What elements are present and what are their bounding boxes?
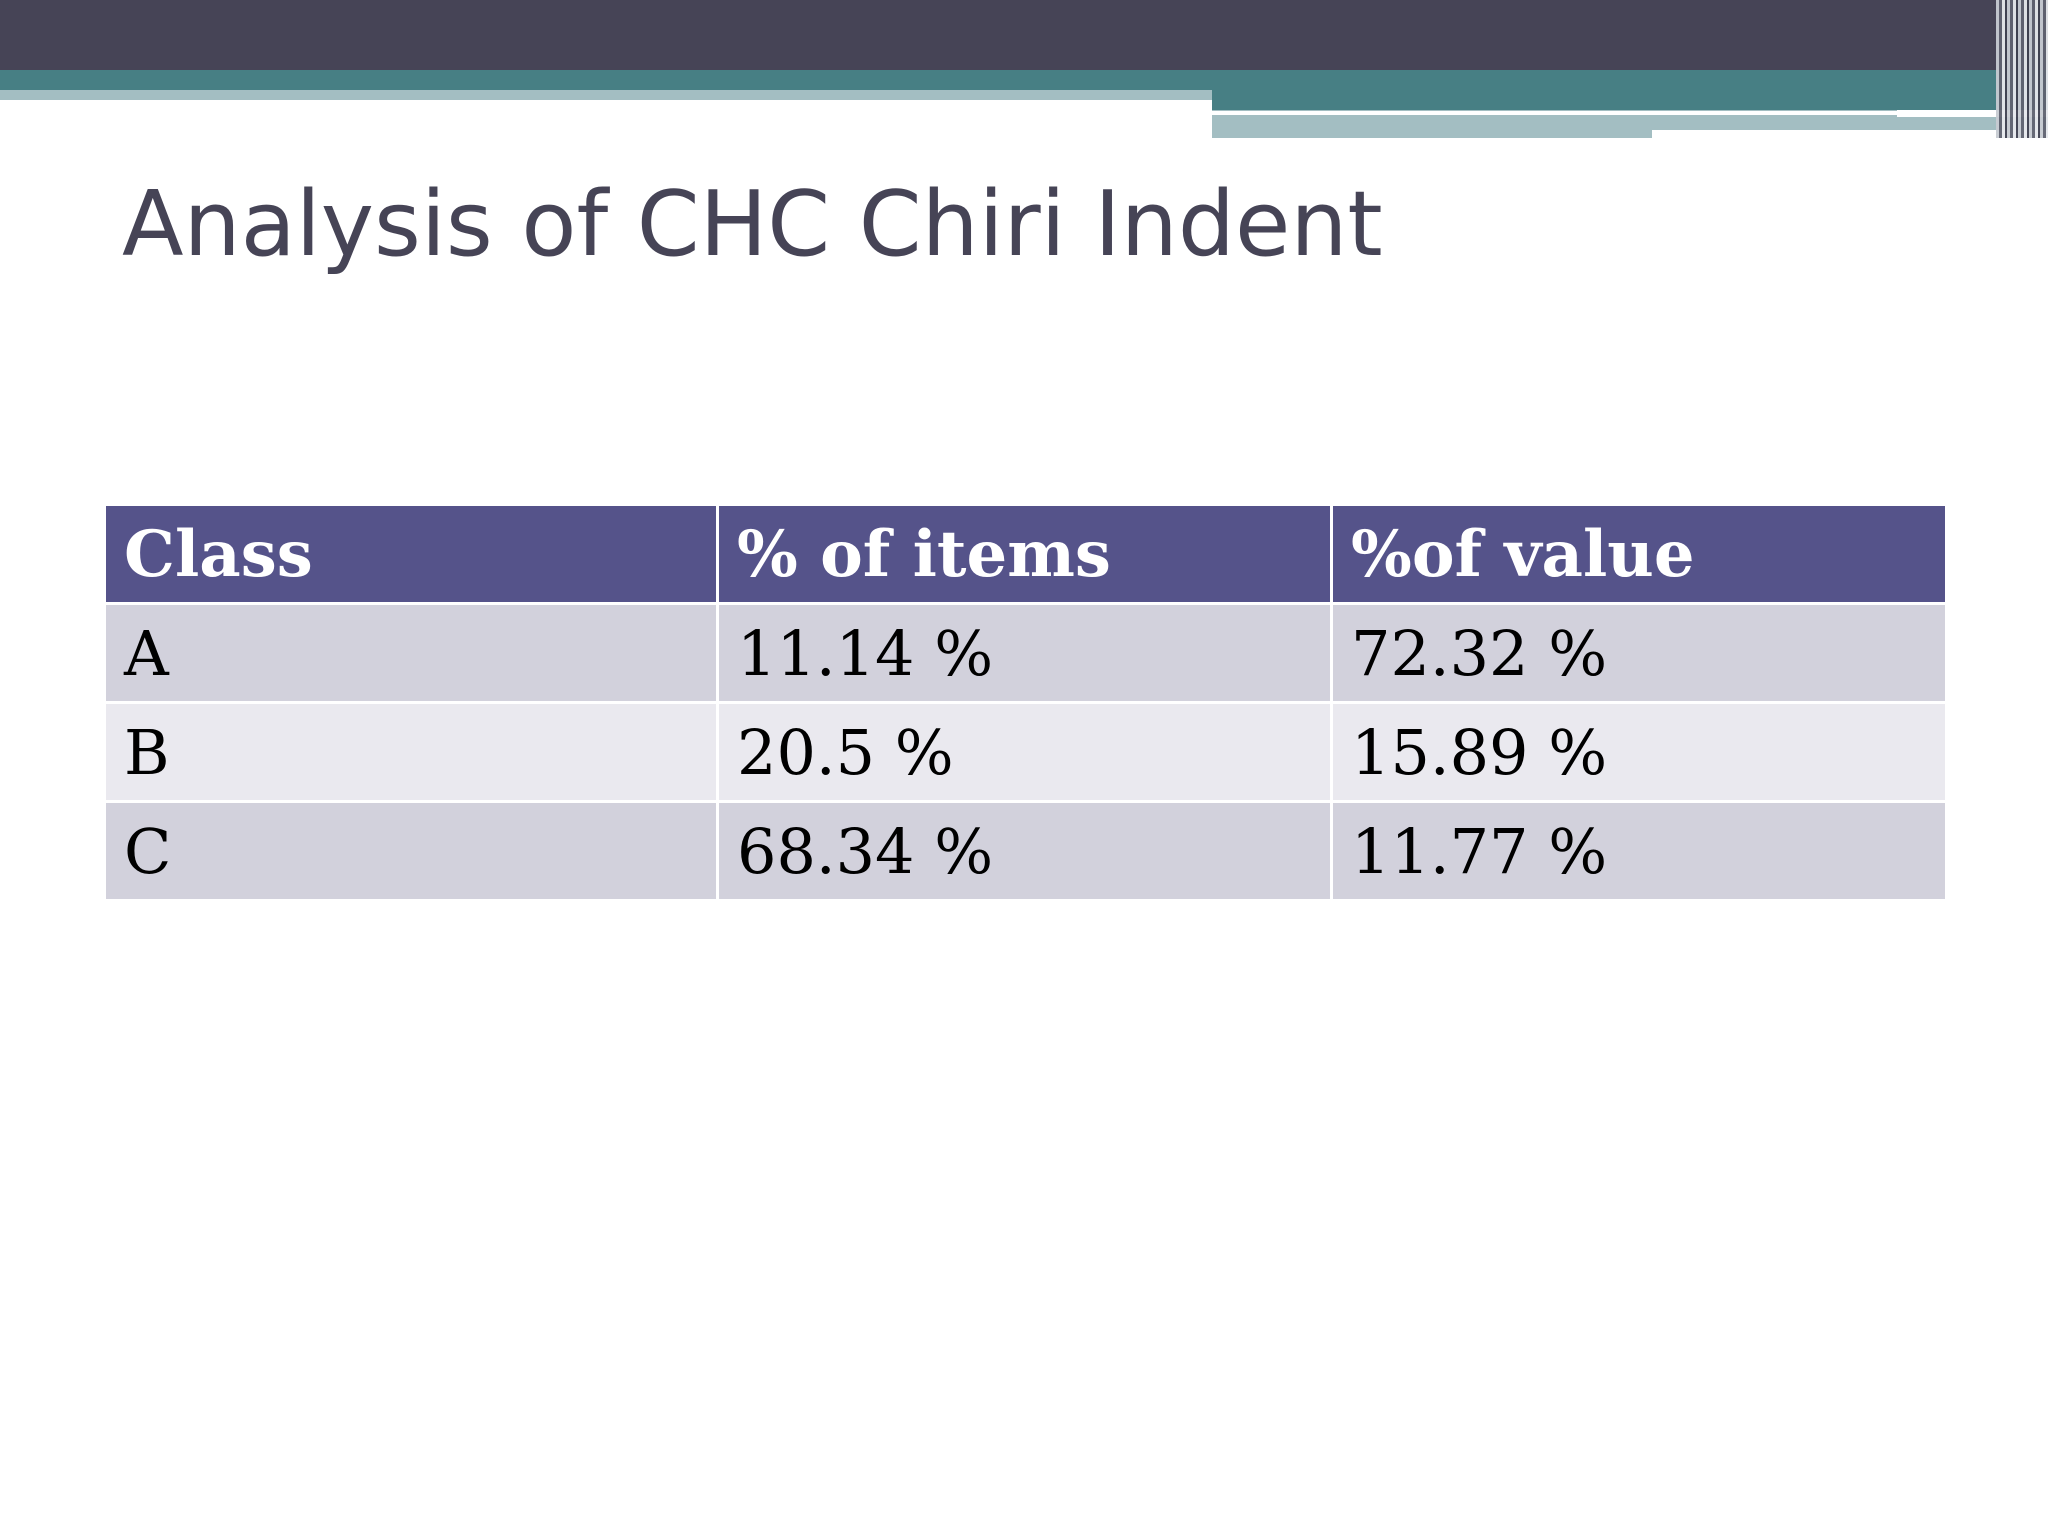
header-band-teal (0, 70, 2048, 90)
header-stripes-decoration (1996, 0, 2048, 138)
header-band-right-teal (1212, 90, 2048, 110)
cell-percent-items: 68.34 % (716, 800, 1333, 902)
cell-percent-value: 15.89 % (1330, 701, 1948, 803)
table-header-row: Class % of items %of value (103, 503, 1948, 605)
slide-title: Analysis of CHC Chiri Indent (122, 172, 1383, 277)
abc-analysis-table: Class % of items %of value A 11.14 % 72.… (103, 503, 1948, 902)
cell-percent-items: 20.5 % (716, 701, 1333, 803)
cell-percent-items: 11.14 % (716, 602, 1333, 704)
header-percent-value: %of value (1330, 503, 1948, 605)
table-row: A 11.14 % 72.32 % (103, 602, 1948, 704)
table-row: C 68.34 % 11.77 % (103, 800, 1948, 902)
header-band-light-left (0, 90, 1212, 100)
cell-class: A (103, 602, 719, 704)
header-band-dark (0, 0, 2048, 70)
cell-class: C (103, 800, 719, 902)
header-band-right-gap (1652, 130, 2048, 138)
header-band-right-divider (1212, 111, 1897, 115)
table-row: B 20.5 % 15.89 % (103, 701, 1948, 803)
cell-percent-value: 11.77 % (1330, 800, 1948, 902)
header-percent-items: % of items (716, 503, 1333, 605)
header-class: Class (103, 503, 719, 605)
cell-class: B (103, 701, 719, 803)
cell-percent-value: 72.32 % (1330, 602, 1948, 704)
